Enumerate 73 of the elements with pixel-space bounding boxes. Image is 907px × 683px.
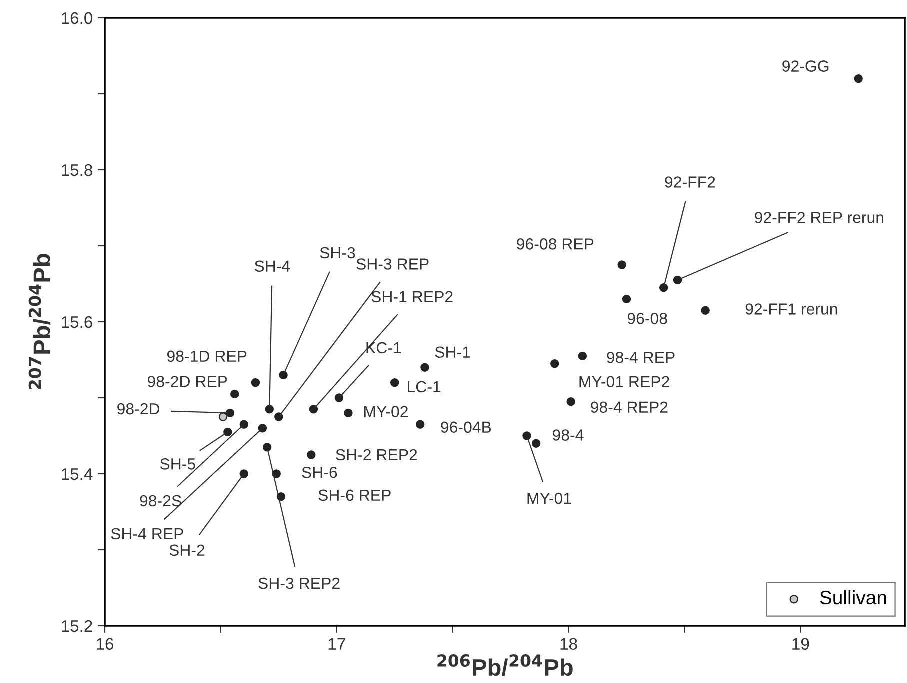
x-tick-label: 18 bbox=[560, 638, 578, 650]
annotation: SH-1 REP2 bbox=[372, 291, 453, 303]
y-tick-label: 15.4 bbox=[62, 468, 93, 480]
annotation: SH-6 REP bbox=[318, 490, 391, 502]
annotation: SH-1 bbox=[435, 346, 470, 358]
annotation: MY-01 REP2 bbox=[580, 376, 670, 388]
x-tick-label: 16 bbox=[97, 638, 114, 650]
annotation: 98-4 bbox=[553, 430, 584, 441]
point bbox=[622, 294, 632, 304]
annotation: 98-4 REP bbox=[607, 352, 675, 364]
point bbox=[522, 432, 532, 440]
point bbox=[334, 394, 344, 402]
point bbox=[344, 408, 353, 418]
point bbox=[226, 408, 235, 418]
annotation: 92-FF1 rerun bbox=[746, 304, 838, 315]
annotation: SH-2 REP2 bbox=[336, 449, 418, 461]
point bbox=[230, 390, 240, 399]
annotation: 92-GG bbox=[782, 60, 829, 72]
annotation: 96-08 REP bbox=[517, 238, 594, 250]
annotation: 96-08 bbox=[628, 313, 668, 324]
annotation: SH-4 REP bbox=[111, 528, 184, 540]
point bbox=[307, 450, 316, 460]
annotation: LC-1 bbox=[408, 381, 441, 393]
point bbox=[262, 443, 272, 452]
point bbox=[566, 397, 576, 406]
annotation: SH-6 bbox=[302, 466, 338, 478]
annotation: MY-02 bbox=[364, 406, 408, 418]
y-tick-label: 15.8 bbox=[62, 164, 92, 176]
x-tick-label: 19 bbox=[792, 638, 810, 650]
point bbox=[258, 424, 268, 433]
annotation: 96-04B bbox=[441, 422, 492, 434]
y-tick-label: 16.0 bbox=[62, 12, 93, 24]
point bbox=[701, 306, 710, 315]
point bbox=[224, 428, 232, 437]
point bbox=[420, 363, 430, 372]
point bbox=[390, 378, 400, 388]
point bbox=[550, 359, 560, 368]
annotation: SH-4 bbox=[254, 260, 290, 272]
annotation: SH-3 bbox=[320, 247, 356, 259]
annotation: 98-4 REP2 bbox=[591, 402, 668, 414]
point bbox=[309, 405, 318, 414]
point bbox=[240, 470, 248, 478]
point bbox=[673, 276, 682, 285]
annotation: 98-2D REP bbox=[148, 376, 228, 388]
point bbox=[416, 420, 425, 429]
point bbox=[854, 74, 863, 84]
annotation: SH-3 REP2 bbox=[258, 578, 340, 590]
y-tick-label: 15.6 bbox=[62, 316, 92, 328]
point bbox=[251, 378, 260, 388]
point bbox=[578, 352, 588, 361]
y-tick-label: 15.2 bbox=[62, 620, 92, 632]
y-axis-title: $^{207}$Pb/$^{204}$Pb bbox=[28, 254, 51, 390]
annotation: 98-2D bbox=[118, 403, 160, 415]
annotation: SH-2 bbox=[170, 544, 205, 556]
point bbox=[618, 260, 626, 270]
point bbox=[659, 283, 668, 292]
point bbox=[532, 439, 541, 448]
annotation: 98-2S bbox=[140, 495, 182, 507]
legend-label: Sullivan bbox=[820, 590, 886, 605]
annotation: 92-FF2 bbox=[665, 176, 716, 188]
point bbox=[279, 370, 288, 380]
annotation: 98-1D REP bbox=[167, 350, 247, 362]
annotation: SH-3 REP bbox=[356, 258, 429, 270]
point bbox=[218, 412, 228, 422]
x-tick-label: 17 bbox=[328, 638, 346, 650]
point bbox=[240, 420, 248, 429]
annotation: KC-1 bbox=[366, 342, 402, 354]
annotation: SH-5 bbox=[160, 458, 196, 470]
annotation: MY-01 bbox=[528, 492, 572, 504]
point bbox=[265, 405, 274, 414]
annotation: 92-FF2 REP rerun bbox=[755, 212, 884, 224]
point bbox=[274, 412, 284, 422]
x-axis-title: $^{206}$Pb/$^{204}$Pb bbox=[438, 654, 573, 676]
